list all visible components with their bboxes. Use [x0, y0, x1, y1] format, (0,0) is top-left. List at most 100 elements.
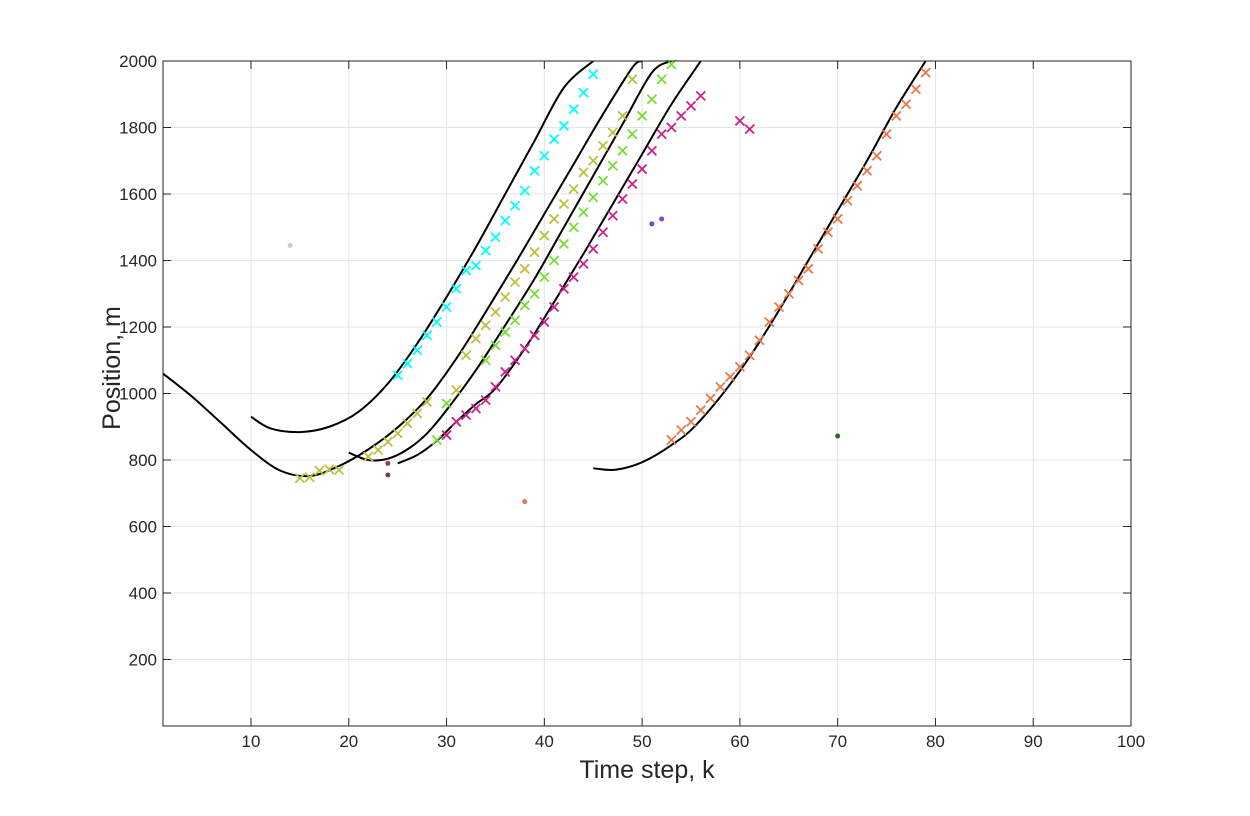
measurement-point — [754, 335, 765, 346]
measurement-point — [519, 343, 530, 354]
marker-stroke — [861, 165, 873, 176]
clutter-point — [287, 243, 293, 249]
measurement-point — [392, 428, 403, 439]
marker-stroke — [656, 74, 667, 85]
measurement-point — [793, 275, 804, 286]
marker-stroke — [617, 110, 628, 121]
measurement-point — [597, 175, 609, 186]
marker-stroke — [568, 104, 579, 115]
measurement-point — [617, 145, 628, 156]
marker-stroke — [617, 145, 628, 156]
marker-stroke — [627, 178, 638, 190]
marker-stroke — [891, 110, 902, 121]
x-tick-label: 20 — [339, 732, 358, 751]
measurement-point — [558, 198, 570, 210]
marker-stroke — [646, 145, 658, 156]
marker-stroke — [412, 408, 423, 419]
measurement-point — [627, 129, 638, 140]
marker-stroke — [607, 160, 618, 171]
marker-stroke — [558, 283, 570, 294]
measurement-point — [646, 94, 658, 105]
marker-stroke — [451, 283, 462, 294]
marker-stroke — [539, 316, 550, 328]
y-axis-title: Position, m — [98, 306, 126, 430]
measurement-point — [490, 232, 501, 243]
marker-stroke — [402, 418, 413, 429]
marker-stroke — [441, 301, 452, 313]
measurement-point — [460, 265, 472, 276]
marker-stroke — [588, 243, 599, 254]
measurement-point — [685, 416, 697, 427]
measurement-point — [470, 333, 482, 344]
clutter-point — [659, 216, 665, 222]
measurement-point — [402, 418, 413, 429]
marker-stroke — [460, 409, 472, 421]
measurement-point — [412, 345, 423, 356]
measurement-point — [568, 104, 579, 115]
y-tick-label: 1600 — [119, 185, 157, 204]
marker-stroke — [685, 416, 697, 427]
x-tick-label: 50 — [633, 732, 652, 751]
clutter-point — [385, 460, 391, 466]
marker-stroke — [754, 335, 765, 346]
measurement-point — [568, 183, 579, 195]
marker-stroke — [392, 370, 403, 381]
measurement-point — [891, 110, 902, 121]
marker-stroke — [500, 291, 511, 303]
x-tick-label: 90 — [1024, 732, 1043, 751]
measurement-point — [744, 124, 755, 135]
measurement-point — [852, 180, 863, 191]
marker-stroke — [627, 74, 638, 85]
marker-stroke — [529, 330, 540, 341]
measurement-point — [578, 167, 589, 178]
marker-stroke — [812, 243, 824, 254]
marker-stroke — [656, 129, 667, 140]
marker-stroke — [617, 193, 628, 205]
measurement-point — [588, 69, 599, 80]
marker-stroke — [548, 134, 560, 145]
measurement-point — [861, 165, 873, 176]
marker-stroke — [431, 434, 442, 446]
measurement-point — [431, 434, 442, 446]
measurement-point — [490, 340, 501, 351]
measurement-point — [607, 127, 618, 138]
marker-stroke — [607, 210, 618, 221]
measurement-point — [676, 424, 687, 436]
measurement-point — [451, 416, 462, 427]
marker-stroke — [568, 183, 579, 195]
measurement-point — [421, 396, 433, 407]
marker-stroke — [490, 232, 501, 243]
marker-stroke — [470, 260, 482, 271]
marker-stroke — [910, 84, 922, 95]
marker-stroke — [363, 451, 374, 462]
measurement-point — [724, 371, 736, 383]
marker-stroke — [773, 301, 785, 313]
measurement-point — [539, 230, 550, 241]
marker-stroke — [588, 192, 599, 203]
measurement-point — [764, 316, 775, 328]
marker-stroke — [509, 200, 521, 211]
marker-stroke — [539, 150, 550, 161]
marker-stroke — [421, 396, 433, 407]
measurement-point — [695, 90, 706, 102]
measurement-point — [539, 271, 550, 283]
marker-stroke — [500, 326, 511, 338]
x-tick-label: 30 — [437, 732, 456, 751]
marker-stroke — [519, 300, 530, 311]
measurement-point — [431, 316, 442, 328]
marker-stroke — [490, 340, 501, 351]
measurement-point — [500, 366, 511, 378]
marker-stroke — [764, 316, 775, 328]
measurement-point — [617, 110, 628, 121]
measurement-point — [695, 404, 706, 416]
measurement-point — [451, 385, 462, 396]
marker-stroke — [500, 366, 511, 378]
marker-stroke — [460, 265, 472, 276]
clutter-point — [649, 221, 655, 227]
x-tick-label: 40 — [535, 732, 554, 751]
marker-stroke — [578, 258, 589, 269]
marker-stroke — [568, 271, 579, 283]
measurement-point — [529, 330, 540, 341]
measurement-point — [529, 288, 540, 299]
x-tick-label: 60 — [730, 732, 749, 751]
